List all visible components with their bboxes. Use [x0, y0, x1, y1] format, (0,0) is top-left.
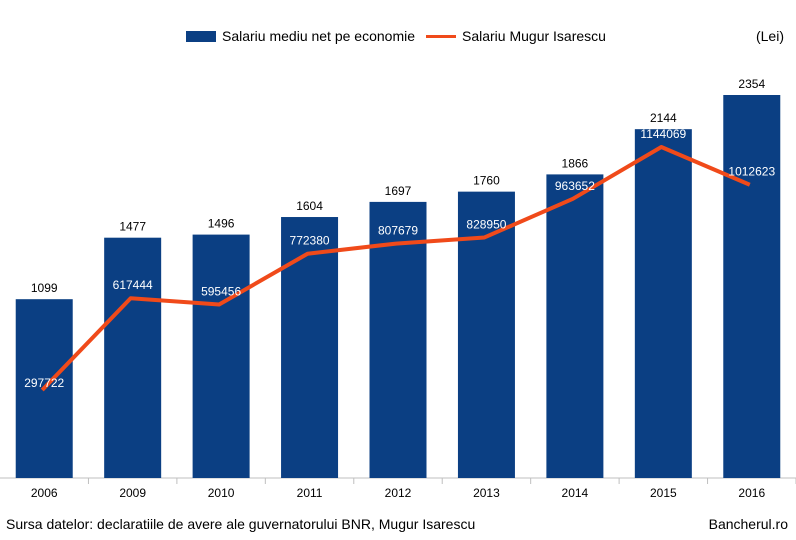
bar-value-label: 1604: [296, 199, 323, 213]
bar-2012: [369, 201, 427, 478]
line-value-label: 772380: [290, 234, 330, 248]
x-tick-label: 2012: [385, 486, 412, 500]
line-value-label: 1012623: [728, 165, 775, 179]
legend-item-bar: Salariu mediu net pe economie: [186, 28, 415, 44]
unit-label: (Lei): [755, 28, 784, 44]
line-value-label: 617444: [113, 278, 153, 292]
x-tick-label: 2006: [31, 486, 58, 500]
line-value-label: 595456: [201, 285, 241, 299]
x-tick-label: 2009: [119, 486, 146, 500]
line-value-label: 1144069: [640, 127, 686, 141]
bar-value-label: 1477: [119, 220, 146, 234]
bar-value-label: 1099: [31, 281, 58, 295]
line-value-label: 963652: [555, 179, 595, 193]
x-tick-label: 2015: [650, 486, 677, 500]
bar-value-label: 2144: [650, 111, 677, 125]
source-note: Sursa datelor: declaratiile de avere ale…: [6, 516, 476, 532]
legend-label-line: Salariu Mugur Isarescu: [462, 28, 606, 44]
line-value-label: 297722: [24, 376, 64, 390]
bar-value-label: 1697: [385, 184, 412, 198]
legend-swatch-line: [426, 34, 456, 38]
line-value-label: 828950: [466, 217, 506, 231]
bar-2011: [281, 217, 339, 478]
line-value-label: 807679: [378, 224, 418, 238]
bar-2015: [634, 129, 692, 479]
bar-2009: [104, 237, 162, 478]
bar-2014: [546, 174, 604, 478]
x-tick-label: 2010: [208, 486, 235, 500]
x-tick-label: 2016: [738, 486, 765, 500]
brand-label: Bancherul.ro: [708, 516, 788, 532]
legend-swatch-bar: [186, 30, 216, 42]
bar-value-label: 1866: [562, 156, 589, 170]
legend-label-bar: Salariu mediu net pe economie: [222, 28, 416, 44]
x-tick-label: 2013: [473, 486, 500, 500]
bar-2016: [723, 95, 781, 478]
x-tick-label: 2011: [297, 486, 323, 500]
x-tick-label: 2014: [562, 486, 589, 500]
chart-legend: Salariu mediu net pe economie Salariu Mu…: [0, 28, 796, 48]
bar-2010: [192, 234, 250, 478]
bar-value-label: 1760: [473, 174, 500, 188]
bar-value-label: 1496: [208, 217, 235, 231]
legend-item-line: Salariu Mugur Isarescu: [426, 28, 606, 44]
bar-value-label: 2354: [738, 77, 765, 91]
